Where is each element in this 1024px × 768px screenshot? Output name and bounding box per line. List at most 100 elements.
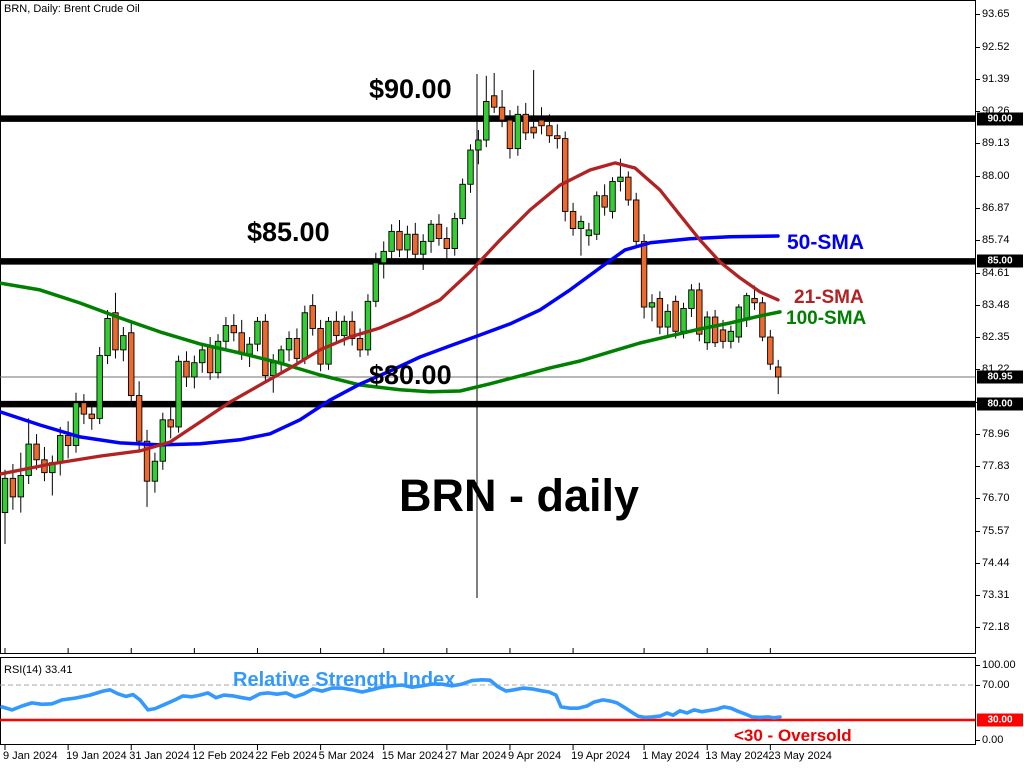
chart-annotation: <30 - Oversold [734,726,852,745]
rsi-oversold-tag: 30.00 [977,713,1023,727]
price-axis-tick-dash [975,272,980,274]
candle-body [183,360,190,378]
date-axis-label: 5 Mar 2024 [318,750,375,762]
candle-body [443,238,451,249]
date-axis-label: 13 May 2024 [705,750,769,762]
candle-body [199,349,206,364]
rsi-axis-tick: 70.00 [982,679,1010,691]
rsi-axis-tick: 0.00 [982,734,1004,746]
candle-body [672,300,679,332]
candle-body [656,298,664,328]
candle-body [483,101,490,141]
candle-body [640,240,648,308]
candle-body [214,340,222,374]
candle-body [751,298,758,304]
candle-body [506,119,514,150]
price-axis-tick-dash [975,627,980,629]
candle-body [1,477,9,514]
candle-body [743,295,750,321]
candle-body [704,316,711,344]
date-axis-label: 9 Jan 2024 [3,750,58,762]
price-tag: 80.00 [977,397,1023,411]
candle-body [96,355,103,419]
candle-body [490,95,498,108]
candle-body [372,262,380,302]
candle-body [104,318,111,357]
candle-body [633,199,640,242]
main-chart-panel [0,0,976,654]
date-axis-label: 1 May 2024 [642,750,700,762]
candle-body [17,475,24,498]
candle-body [72,402,80,446]
date-axis-label: 19 Jan 2024 [66,750,127,762]
candle-body [767,336,774,365]
candle-body [498,106,506,121]
price-axis-tick-dash [975,240,980,242]
price-axis-tick-dash [975,14,980,16]
candle-body [135,395,143,442]
candle-body [688,289,695,309]
price-axis-tick-dash [975,498,980,500]
candle-body [719,329,727,342]
price-axis-tick: 84.61 [982,266,1010,279]
price-axis-tick-dash [975,111,980,113]
sma-21-line [0,161,780,476]
candle-body [57,435,64,464]
candle-body [159,419,167,462]
price-axis-tick-dash [975,369,980,371]
price-axis-tick-dash [975,530,980,532]
rsi-line [0,677,782,720]
price-tag: 85.00 [977,254,1023,268]
date-axis-label: 19 Apr 2024 [571,750,631,762]
candle-body [293,338,301,359]
price-axis-tick: 88.00 [982,169,1010,182]
candle-body [25,443,32,476]
candle-body [325,320,332,365]
candle-body [775,366,782,378]
chart-annotation: 21-SMA [794,287,864,308]
price-axis-tick: 86.87 [982,201,1010,214]
price-axis-tick: 77.83 [982,460,1010,473]
price-axis-tick: 83.48 [982,298,1010,311]
candle-body [254,320,261,345]
candle-body [380,250,387,264]
date-axis-label: 27 Mar 2024 [444,750,507,762]
candle-body [577,220,585,229]
candle-body [648,302,656,308]
price-axis-tick: 92.52 [982,40,1010,53]
price-axis-tick: 76.70 [982,492,1010,505]
candle-body [680,308,687,332]
price-axis-tick: 89.13 [982,137,1010,150]
candle-body [396,230,403,251]
rsi-panel [0,657,976,745]
candle-body [514,113,522,150]
price-axis-tick-dash [975,466,980,468]
candle-body [341,320,348,337]
date-axis-label: 12 Feb 2024 [192,750,255,762]
price-axis-tick-dash [975,337,980,339]
candle-body [143,440,151,482]
candle-body [33,443,40,461]
chart-annotation: Relative Strength Index [233,669,456,691]
candle-body [664,310,671,328]
rsi-indicator-label: RSI(14) 33.41 [4,664,73,676]
chart-annotation: 50-SMA [787,231,865,254]
price-axis-tick-dash [975,595,980,597]
candle-body [9,477,17,498]
rsi-axis-tick: 100.00 [982,659,1016,671]
candle-body [554,135,561,140]
candle-body [262,320,269,377]
candle-body [617,176,624,182]
candle-body [538,119,545,127]
candle-body [270,362,277,377]
candle-body [151,460,159,482]
price-axis-tick-dash [975,46,980,48]
candle-body [467,149,474,185]
candle-body [404,233,411,251]
price-tag: 90.00 [977,112,1023,126]
candle-body [475,139,482,151]
candle-body [128,332,135,397]
candle-body [569,210,577,229]
candle-body [546,125,553,137]
